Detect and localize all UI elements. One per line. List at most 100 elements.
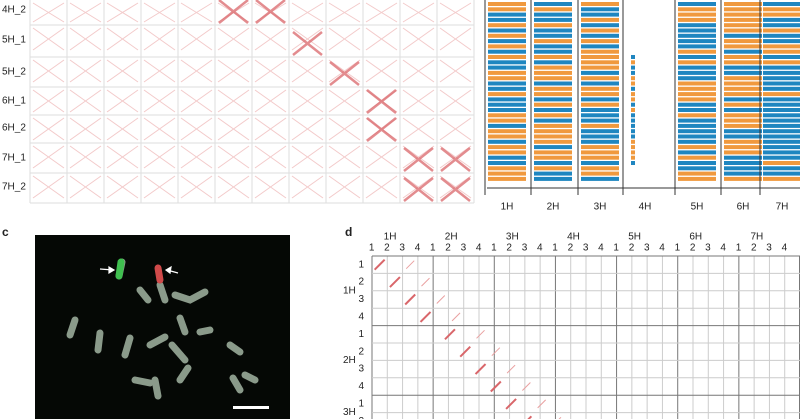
haplotype-bar [534, 28, 572, 33]
haplotype-bar [534, 76, 572, 81]
haplotype-bar [724, 92, 762, 97]
haplotype-bar [581, 28, 619, 33]
haplotype-bar [678, 123, 716, 128]
contact-pattern [439, 145, 472, 169]
haplotype-bar [724, 23, 762, 28]
haplotype-bar [581, 7, 619, 12]
column-label: 1H [501, 202, 514, 213]
haplotype-bar [488, 65, 526, 70]
contact-pattern [439, 89, 472, 113]
haplotype-bar [488, 33, 526, 38]
diagonal-signal [527, 415, 533, 419]
haplotype-bar [724, 118, 762, 123]
contact-pattern [180, 2, 213, 23]
contact-pattern [180, 89, 213, 113]
haplotype-bar [581, 81, 619, 86]
diagonal-signal [292, 31, 323, 56]
diagonal-signal [404, 293, 416, 306]
green-signal [115, 258, 125, 280]
off-diagonal-signal [522, 382, 531, 391]
contact-pattern [291, 2, 324, 23]
diagonal-signal [366, 117, 397, 142]
haplotype-bar [488, 17, 526, 22]
diagonal-signal [403, 147, 434, 172]
bin-label: 4 [782, 243, 788, 254]
haplotype-bar [724, 134, 762, 139]
haplotype-bar [534, 171, 572, 176]
contact-pattern [328, 175, 361, 199]
contact-pattern [254, 145, 287, 169]
panel-letter: c [2, 225, 9, 239]
contact-pattern [365, 59, 398, 83]
diagonal-signal [444, 328, 456, 341]
haplotype-bar [534, 2, 572, 6]
diagonal-signal [440, 147, 471, 172]
haplotype-bar [631, 150, 635, 155]
haplotype-bar [631, 92, 635, 97]
haplotype-bar [581, 92, 619, 97]
haplotype-bar [678, 81, 716, 86]
haplotype-bar [678, 145, 716, 150]
haplotype-bar [534, 92, 572, 97]
haplotype-bar [724, 76, 762, 81]
diagonal-signal [505, 398, 517, 410]
haplotype-bar [581, 33, 619, 38]
haplotype-bar [678, 17, 716, 22]
contact-pattern [32, 59, 65, 83]
haplotype-bar [631, 118, 635, 123]
haplotype-bar [488, 12, 526, 17]
bin-label: 1 [358, 259, 364, 270]
haplotype-bar [678, 7, 716, 12]
haplotype-bar [678, 70, 716, 75]
diagonal-signal [490, 380, 502, 393]
contact-pattern [402, 59, 435, 83]
diagonal-signal [459, 345, 471, 358]
haplotype-bar [678, 65, 716, 70]
off-diagonal-signal [506, 364, 516, 374]
haplotype-bar [581, 102, 619, 107]
contact-pattern [106, 145, 139, 169]
contact-pattern [143, 117, 176, 141]
column-label: 7H [776, 202, 789, 213]
diagonal-signal [440, 177, 471, 202]
haplotype-bar [678, 12, 716, 17]
haplotype-bar [724, 12, 762, 17]
haplotype-bar [724, 86, 762, 91]
contact-pattern [69, 2, 102, 23]
contact-pattern [106, 175, 139, 199]
haplotype-bar [724, 17, 762, 22]
scale-bar [233, 406, 269, 409]
haplotype-bar [581, 97, 619, 102]
haplotype-bar [678, 2, 716, 6]
group-label: 1H [384, 232, 397, 243]
haplotype-bar [581, 23, 619, 28]
haplotype-bar [724, 150, 762, 155]
haplotype-bar [581, 139, 619, 144]
haplotype-bar [763, 17, 800, 22]
contact-pattern [106, 117, 139, 141]
diagonal-signal [474, 363, 487, 375]
bin-label: 3 [766, 243, 772, 254]
bin-label: 1 [358, 329, 364, 340]
haplotype-bar [631, 123, 635, 128]
haplotype-bar [678, 166, 716, 171]
column-label: 6H [737, 202, 750, 213]
contact-pattern [180, 175, 213, 199]
bin-label: 4 [415, 243, 421, 254]
haplotype-bar [581, 123, 619, 128]
haplotype-bar [631, 60, 635, 65]
bin-label: 2 [358, 416, 364, 419]
haplotype-bar [631, 134, 635, 139]
contact-pattern [254, 89, 287, 113]
haplotype-bar [534, 108, 572, 112]
haplotype-bar [763, 134, 800, 139]
bin-label: 2 [358, 346, 364, 357]
haplotype-bar [488, 118, 526, 123]
contact-pattern [106, 89, 139, 113]
haplotype-bar [678, 102, 716, 107]
haplotype-bar [581, 86, 619, 91]
contact-pattern [402, 2, 435, 23]
haplotype-bar [678, 76, 716, 81]
contact-pattern [32, 117, 65, 141]
